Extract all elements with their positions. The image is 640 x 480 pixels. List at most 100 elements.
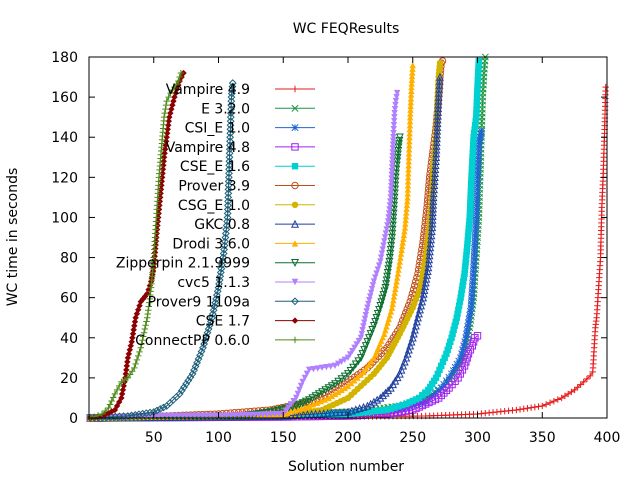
y-tick-label: 160: [51, 90, 78, 106]
data-point: [111, 390, 119, 398]
data-point: [458, 286, 466, 293]
data-point: [469, 276, 477, 284]
data-point: [228, 86, 237, 94]
data-point: [276, 410, 283, 418]
data-point: [324, 411, 331, 418]
data-point: [471, 244, 479, 252]
data-point: [429, 196, 438, 205]
data-point: [433, 126, 442, 135]
data-point: [340, 410, 348, 418]
data-point: [462, 334, 470, 342]
data-point: [554, 396, 561, 403]
data-point: [463, 244, 471, 251]
data-point: [331, 362, 339, 370]
data-point: [407, 337, 416, 346]
legend-swatch-marker: [291, 336, 299, 344]
data-point: [431, 156, 440, 165]
data-point: [347, 379, 355, 387]
data-point: [433, 111, 442, 120]
data-point: [531, 403, 539, 411]
data-point: [389, 300, 396, 308]
data-point: [161, 150, 168, 157]
x-tick-label: 300: [464, 430, 491, 446]
data-point: [469, 154, 476, 161]
data-point: [119, 386, 127, 394]
data-point: [474, 154, 482, 163]
data-point: [406, 138, 413, 145]
data-point: [163, 97, 170, 105]
data-point: [299, 378, 306, 386]
data-point: [361, 315, 369, 323]
data-point: [395, 136, 404, 145]
data-point: [428, 208, 437, 217]
data-point: [428, 219, 437, 228]
data-point: [155, 413, 162, 420]
series-line: [90, 62, 441, 419]
data-point: [113, 386, 121, 394]
data-point: [571, 386, 578, 394]
data-point: [118, 378, 125, 386]
data-point: [391, 181, 400, 190]
data-point: [124, 374, 132, 382]
data-point: [409, 61, 416, 69]
y-tick-label: 20: [60, 371, 78, 387]
data-point: [436, 59, 444, 67]
data-point: [434, 394, 443, 402]
data-point: [221, 237, 229, 246]
data-point: [395, 403, 402, 410]
data-point: [151, 249, 159, 256]
data-point: [542, 401, 550, 408]
data-point: [432, 152, 441, 161]
data-point: [476, 133, 484, 141]
data-point: [431, 164, 440, 174]
data-point: [473, 91, 481, 98]
data-point: [467, 195, 474, 202]
data-point: [402, 353, 411, 362]
data-point: [182, 379, 191, 388]
data-point: [431, 169, 440, 178]
data-point: [406, 399, 413, 406]
data-point: [389, 213, 398, 222]
data-point: [468, 288, 476, 296]
data-point: [165, 117, 172, 125]
data-point: [362, 365, 370, 372]
x-tick-label: 250: [399, 430, 426, 446]
data-point: [105, 404, 112, 412]
data-point: [407, 110, 414, 117]
data-point: [404, 345, 413, 354]
data-point: [420, 285, 429, 294]
data-point: [429, 193, 438, 202]
data-point: [472, 225, 480, 233]
data-point: [419, 293, 428, 302]
data-point: [110, 394, 117, 401]
data-point: [381, 330, 388, 337]
data-point: [290, 397, 297, 405]
data-point: [386, 245, 395, 254]
data-point: [404, 178, 412, 185]
data-point: [452, 318, 459, 325]
data-point: [388, 160, 396, 167]
data-point: [397, 365, 406, 374]
x-tick-label: 150: [270, 430, 297, 446]
data-point: [340, 372, 349, 381]
data-point: [132, 360, 139, 368]
data-point: [388, 304, 396, 311]
data-point: [378, 337, 385, 344]
data-point: [393, 154, 402, 163]
data-point: [314, 390, 323, 399]
data-point: [443, 350, 450, 358]
data-point: [140, 333, 147, 340]
legend-swatch-marker: [291, 85, 299, 93]
data-point: [388, 175, 395, 182]
data-point: [467, 191, 474, 199]
data-point: [285, 404, 292, 411]
data-point: [225, 153, 234, 162]
data-point: [227, 97, 236, 106]
data-point: [360, 323, 367, 330]
data-point: [449, 330, 456, 337]
data-point: [391, 289, 398, 296]
data-point: [359, 327, 366, 334]
data-point: [475, 143, 483, 151]
legend-label: CSI_E 1.0: [185, 121, 250, 137]
